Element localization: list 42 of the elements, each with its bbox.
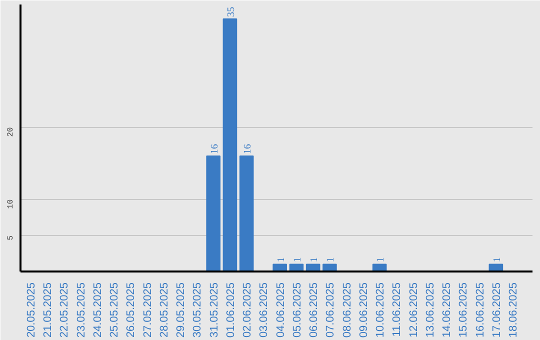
data-label: 1 [309,257,320,262]
x-tick-label: 25.05.2025 [108,282,121,338]
x-tick-label: 22.05.2025 [58,282,71,338]
x-tick-label: 14.06.2025 [441,282,454,338]
x-tick-label: 11.06.2025 [391,282,404,337]
data-label: 1 [276,257,287,262]
x-tick-label: 31.05.2025 [208,282,220,338]
x-tick-label: 09.06.2025 [358,282,370,338]
x-tick-label: 03.06.2025 [258,282,270,338]
x-tick-label: 27.05.2025 [142,282,154,338]
x-tick-label: 02.06.2025 [242,282,254,338]
x-tick-label: 10.06.2025 [374,282,387,338]
data-label: 1 [326,257,337,262]
x-tick-label: 05.06.2025 [291,282,304,338]
y-tick-label: 5 [6,235,16,240]
x-tick-label: 07.06.2025 [324,282,337,338]
data-label: 35 [226,6,237,17]
x-tick-label: 23.05.2025 [75,282,88,338]
x-tick-label: 24.05.2025 [92,282,104,338]
x-tick-label: 06.06.2025 [308,282,320,338]
data-label: 16 [209,144,220,154]
y-tick-label: 20 [6,126,16,137]
x-tick-label: 04.06.2025 [274,282,287,338]
x-tick-label: 20.05.2025 [25,282,38,338]
data-label: 16 [242,144,254,154]
x-tick-label: 17.06.2025 [490,282,503,338]
x-tick-label: 26.05.2025 [125,282,138,338]
x-tick-label: 18.06.2025 [508,282,520,338]
data-label: 1 [376,257,387,262]
x-tick-label: 29.05.2025 [175,282,188,338]
data-label: 1 [292,257,304,262]
x-tick-label: 21.05.2025 [42,282,54,338]
x-tick-label: 13.06.2025 [424,282,436,338]
x-tick-label: 16.06.2025 [474,282,486,338]
x-tick-label: 28.05.2025 [158,282,170,338]
x-tick-label: 08.06.2025 [341,282,354,338]
x-tick-label: 30.05.2025 [192,282,204,338]
data-label: 1 [492,257,503,262]
x-tick-label: 15.06.2025 [458,282,470,338]
y-tick-label: 10 [6,199,16,209]
x-tick-label: 01.06.2025 [224,282,237,338]
x-tick-label: 12.06.2025 [408,282,420,338]
